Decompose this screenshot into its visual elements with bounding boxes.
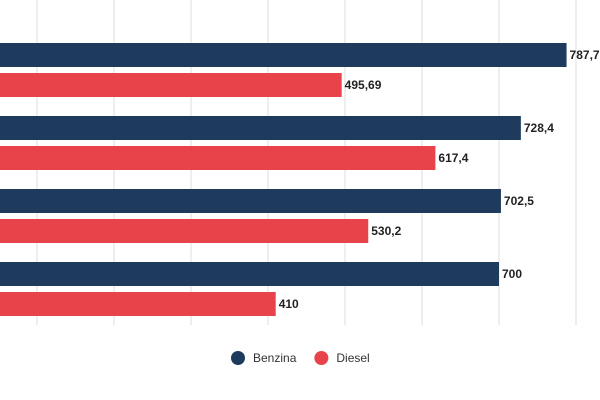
legend-marker: [231, 351, 245, 365]
bar: [0, 219, 369, 243]
legend-label: Benzina: [253, 351, 297, 365]
legend-marker: [314, 351, 329, 365]
bar: [0, 146, 436, 170]
bar: [0, 116, 521, 140]
value-label: 530,2: [371, 224, 401, 238]
value-label: 787,73: [570, 48, 600, 62]
value-label: 700: [502, 267, 522, 281]
value-label: 617,4: [438, 151, 468, 165]
value-label: 728,4: [524, 121, 554, 135]
bar: [0, 189, 501, 213]
bar: [0, 262, 499, 286]
bar: [0, 43, 567, 67]
bar: [0, 292, 276, 316]
value-label: 410: [279, 297, 299, 311]
bar: [0, 73, 342, 97]
value-label: 702,5: [504, 194, 534, 208]
value-label: 495,69: [345, 78, 382, 92]
legend-label: Diesel: [336, 351, 369, 365]
